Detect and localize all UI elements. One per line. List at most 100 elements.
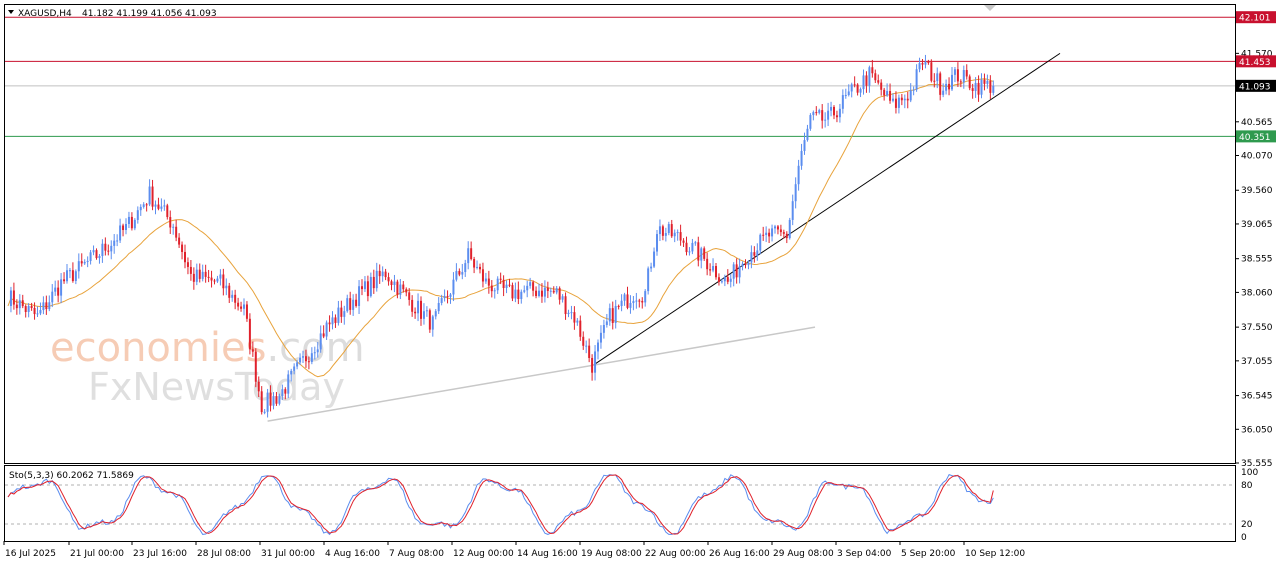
candle-body	[496, 278, 499, 291]
candle-body	[924, 62, 927, 65]
dropdown-triangle-icon[interactable]	[8, 10, 14, 14]
candle-body	[254, 351, 257, 382]
candle-body	[243, 304, 245, 309]
candle-body	[647, 268, 650, 292]
candle-body	[874, 73, 877, 81]
candle-body	[479, 266, 481, 270]
candle-body	[992, 85, 995, 93]
candle-body	[18, 300, 21, 309]
level-label-box	[1236, 55, 1276, 68]
candle-body	[390, 281, 393, 286]
candle-body	[461, 272, 464, 275]
candle-body	[440, 298, 443, 303]
candle-body	[726, 277, 729, 282]
x-tick-label: 10 Sep 12:00	[965, 549, 1025, 559]
candle-body	[915, 69, 918, 90]
candle-body	[195, 269, 198, 282]
candle-body	[313, 352, 316, 354]
y-tick-label: 40.070	[1241, 152, 1273, 162]
candle-body	[894, 98, 897, 108]
candle-body	[237, 302, 240, 307]
watermark-brand: economies	[50, 325, 266, 371]
candle-body	[812, 112, 815, 116]
candle-body	[257, 381, 260, 392]
candle-body	[358, 286, 361, 306]
candle-body	[434, 311, 437, 317]
candle-body	[977, 82, 980, 95]
candle-body	[186, 262, 189, 267]
candle-body	[33, 307, 36, 315]
candle-body	[833, 106, 835, 116]
candle-body	[750, 252, 753, 263]
candle-body	[529, 282, 532, 286]
candle-body	[113, 240, 116, 246]
candle-body	[160, 206, 163, 209]
candle-body	[632, 301, 635, 304]
watermark-sub: FxNewsToday	[88, 365, 345, 409]
candle-body	[635, 300, 638, 302]
candle-body	[782, 232, 785, 234]
candle-body	[535, 290, 538, 296]
candle-body	[753, 252, 756, 256]
candle-body	[715, 266, 717, 278]
candle-body	[80, 261, 83, 264]
x-tick-label: 31 Jul 00:00	[261, 549, 315, 559]
candle-body	[15, 304, 18, 309]
candle-body	[476, 266, 479, 268]
main-panel-frame	[4, 4, 1236, 464]
y-tick-label: 37.550	[1241, 323, 1273, 333]
candle-body	[729, 278, 732, 282]
candle-body	[122, 225, 125, 231]
candle-body	[948, 83, 951, 90]
candle-body	[499, 278, 502, 280]
candle-body	[210, 277, 213, 281]
candle-body	[12, 290, 15, 305]
candle-body	[815, 112, 818, 114]
candle-body	[245, 304, 248, 319]
candle-body	[897, 97, 900, 108]
candle-body	[369, 276, 372, 297]
candle-body	[838, 108, 841, 118]
candle-body	[673, 232, 676, 237]
candle-body	[181, 244, 184, 252]
candle-body	[366, 281, 369, 297]
candle-body	[231, 294, 234, 298]
candle-body	[337, 307, 340, 323]
candle-body	[310, 353, 313, 363]
candle-body	[446, 295, 449, 297]
candle-body	[502, 279, 505, 289]
candle-body	[526, 285, 529, 291]
candle-body	[573, 312, 576, 323]
level-label-box	[1236, 79, 1276, 92]
candle-body	[611, 308, 614, 323]
chart-shift-marker-icon[interactable]	[984, 5, 996, 11]
candle-body	[989, 80, 992, 93]
candle-body	[712, 266, 715, 271]
candle-body	[166, 205, 169, 218]
candle-body	[464, 263, 467, 273]
ohlc-values: 41.182 41.199 41.056 41.093	[82, 9, 217, 19]
candle-body	[756, 250, 759, 256]
candle-body	[189, 266, 192, 274]
candle-body	[703, 248, 706, 259]
candle-body	[21, 300, 24, 307]
y-tick-label: 39.065	[1241, 220, 1273, 230]
candle-body	[570, 312, 573, 314]
candle-body	[682, 240, 685, 243]
candle-body	[576, 320, 579, 323]
candle-body	[747, 262, 750, 266]
candle-body	[240, 306, 243, 309]
y-tick-label: 36.545	[1241, 392, 1273, 402]
candle-body	[260, 391, 263, 413]
x-tick-label: 16 Jul 2025	[5, 549, 56, 559]
candle-body	[986, 80, 989, 84]
candle-body	[650, 266, 653, 269]
stochastic-tick-label: 0	[1241, 533, 1247, 543]
candle-body	[372, 276, 375, 289]
candle-body	[45, 302, 48, 310]
candle-body	[151, 186, 154, 207]
candle-body	[951, 74, 953, 90]
candle-body	[889, 91, 892, 101]
candle-body	[614, 305, 617, 323]
